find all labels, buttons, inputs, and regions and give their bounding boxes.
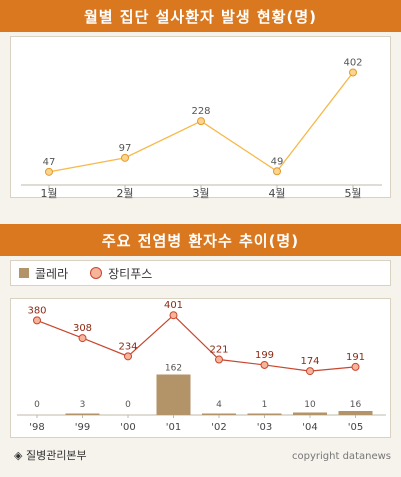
chart2-title: 주요 전염병 환자수 추이(명) xyxy=(101,231,300,250)
typhoid-point xyxy=(124,352,132,361)
legend-label-typhoid: 장티푸스 xyxy=(108,266,153,281)
x-tick-label: '00 xyxy=(120,422,135,433)
typhoid-point xyxy=(33,316,41,325)
legend-bar-swatch xyxy=(19,268,29,278)
bar-label: 1 xyxy=(262,400,268,410)
data-label: 228 xyxy=(191,106,210,117)
epidemic-trend-chart: 0 '98 3 '99 0 '00 162 '01 4 '02 1 '03 10 '04 16 '05 380 3… xyxy=(17,300,386,433)
typhoid-point xyxy=(351,362,360,371)
chart2-title-banner: 주요 전염병 환자수 추이(명) xyxy=(0,224,401,256)
typhoid-label: 199 xyxy=(255,350,274,361)
bar-label: 0 xyxy=(34,400,40,410)
x-tick-label: '02 xyxy=(211,422,226,433)
typhoid-point xyxy=(306,367,314,376)
typhoid-line xyxy=(36,314,356,372)
x-tick-label: 2월 xyxy=(116,187,133,199)
x-tick-label: '99 xyxy=(75,422,90,433)
x-tick-label: 4월 xyxy=(268,187,285,199)
chart1-panel: 1월 2월 3월 4월 5월 47 97 228 49 402 xyxy=(10,36,391,200)
monthly-diarrhea-line-chart: 1월 2월 3월 4월 5월 47 97 228 49 402 xyxy=(21,57,382,200)
typhoid-point xyxy=(78,334,87,343)
x-tick-label: 5월 xyxy=(344,187,361,199)
data-label: 97 xyxy=(119,143,132,154)
data-point xyxy=(121,153,129,162)
bar-label: 16 xyxy=(350,400,362,410)
legend-label-cholera: 콜레라 xyxy=(35,266,69,281)
legend-item-typhoid: 장티푸스 xyxy=(90,265,152,282)
chart2-panel: 0 '98 3 '99 0 '00 162 '01 4 '02 1 '03 10 '04 16 '05 380 3… xyxy=(10,298,391,438)
typhoid-point xyxy=(260,360,269,369)
data-label: 49 xyxy=(271,156,284,167)
typhoid-point xyxy=(169,311,178,320)
typhoid-label: 174 xyxy=(300,356,319,367)
source-label: ◈ 질병관리본부 xyxy=(14,449,87,462)
typhoid-label: 401 xyxy=(164,300,183,311)
bar-label: 3 xyxy=(80,400,86,410)
bar xyxy=(156,374,191,415)
typhoid-label: 308 xyxy=(73,323,92,334)
data-label: 47 xyxy=(43,157,56,168)
x-tick-label: '04 xyxy=(302,422,317,433)
x-tick-label: '98 xyxy=(29,422,44,433)
data-point xyxy=(45,167,53,176)
x-tick-label: 1월 xyxy=(40,187,57,199)
bar-label: 4 xyxy=(216,400,222,410)
chart1-title: 월별 집단 설사환자 발생 현황(명) xyxy=(83,7,317,26)
bar-label: 0 xyxy=(125,400,131,410)
bar-label: 162 xyxy=(165,364,182,374)
legend-item-cholera: 콜레라 xyxy=(19,265,68,282)
chart1-title-banner: 월별 집단 설사환자 발생 현황(명) xyxy=(0,0,401,32)
bar-label: 10 xyxy=(304,400,316,410)
typhoid-label: 191 xyxy=(346,352,365,363)
typhoid-label: 380 xyxy=(27,305,46,316)
data-label: 402 xyxy=(343,57,362,68)
data-point xyxy=(349,68,357,77)
typhoid-point xyxy=(215,355,223,364)
bar xyxy=(338,411,373,415)
x-tick-label: '01 xyxy=(166,422,181,433)
x-tick-label: 3월 xyxy=(192,187,209,199)
x-tick-label: '03 xyxy=(257,422,272,433)
data-point xyxy=(273,167,281,176)
chart2-legend: 콜레라 장티푸스 xyxy=(10,260,391,286)
bar xyxy=(202,413,236,415)
typhoid-label: 234 xyxy=(118,341,137,352)
data-point xyxy=(197,117,205,126)
x-tick-label: '05 xyxy=(348,422,363,433)
bar xyxy=(293,412,327,415)
typhoid-label: 221 xyxy=(209,345,228,356)
bar xyxy=(247,413,282,415)
legend-line-swatch xyxy=(90,267,103,279)
bar xyxy=(65,413,100,415)
copyright-label: copyright datanews xyxy=(292,451,391,462)
